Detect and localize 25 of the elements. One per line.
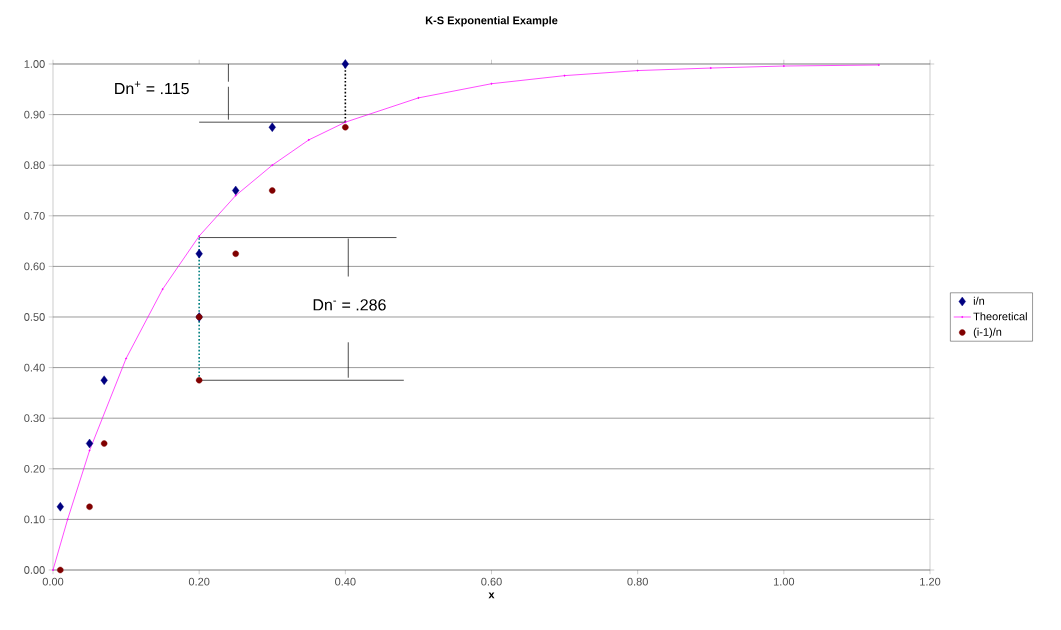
x-tick-label: 0.40 — [335, 577, 356, 586]
y-tick-label: 0.00 — [24, 566, 45, 574]
y-tick-label: 0.50 — [24, 313, 45, 321]
annotation: Dn$^{+}$ = .115 — [115, 81, 189, 95]
y-tick-label: 0.30 — [24, 414, 45, 423]
y-tick-label: 0.90 — [24, 110, 45, 119]
chart-title: K-S Exponential Example — [425, 16, 558, 27]
x-tick-label: 0.60 — [481, 577, 502, 586]
legend-label: Theoretical — [973, 312, 1027, 321]
x-tick-label: 0.20 — [188, 577, 210, 586]
x-tick-label: 1.20 — [920, 577, 941, 586]
x-tick-label: 0.80 — [627, 577, 648, 586]
legend-label: i/n — [973, 296, 985, 305]
legend-label: (i-1)/n — [973, 327, 1002, 338]
y-tick-label: 0.60 — [24, 262, 45, 271]
y-tick-label: 0.70 — [24, 211, 45, 220]
annotation: Dn$^{-}$ = .286 — [313, 299, 386, 311]
y-tick-label: 0.10 — [24, 515, 45, 524]
y-tick-label: 1.00 — [24, 60, 45, 68]
x-axis-title: x — [488, 592, 495, 599]
y-tick-label: 0.80 — [24, 161, 45, 170]
y-tick-label: 0.40 — [24, 363, 45, 372]
x-tick-label: 1.00 — [773, 577, 795, 586]
x-tick-label: 0.00 — [42, 577, 64, 586]
y-tick-label: 0.20 — [24, 464, 45, 473]
